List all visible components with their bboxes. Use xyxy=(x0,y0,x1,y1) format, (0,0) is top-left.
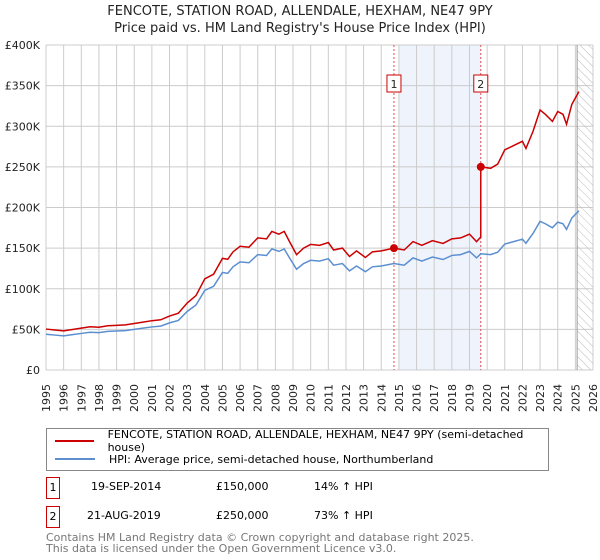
legend-item-property: FENCOTE, STATION ROAD, ALLENDALE, HEXHAM… xyxy=(55,428,548,454)
x-tick-label: 2001 xyxy=(146,384,159,412)
sale-row-1: 1 19-SEP-2014 £150,000 14% ↑ HPI xyxy=(46,477,546,499)
legend-item-hpi: HPI: Average price, semi-detached house,… xyxy=(55,451,433,467)
x-tick-label: 2006 xyxy=(234,384,247,412)
x-tick-label: 2003 xyxy=(181,384,194,412)
sale-price: £250,000 xyxy=(216,509,269,522)
price-chart: 1995 1996 1997 1998 1999 2000 2001 2002 2003 2004… xyxy=(5,39,600,412)
x-tick-label: 2019 xyxy=(463,384,476,412)
y-tick-label: £250K xyxy=(5,161,41,174)
footer-licence: This data is licensed under the Open Gov… xyxy=(46,542,397,555)
x-tick-label: 2020 xyxy=(481,384,494,412)
sale-price: £150,000 xyxy=(216,480,269,493)
y-tick-label: £200K xyxy=(5,202,41,215)
legend-label-property: FENCOTE, STATION ROAD, ALLENDALE, HEXHAM… xyxy=(107,428,524,454)
sale-row-2: 2 21-AUG-2019 £250,000 73% ↑ HPI xyxy=(46,506,546,528)
sale-label: 2 xyxy=(477,78,484,91)
sale-label-box xyxy=(473,74,489,93)
x-tick-label: 2013 xyxy=(358,384,371,412)
x-tick-label: 2018 xyxy=(446,384,459,412)
x-tick-label: 2010 xyxy=(305,384,318,412)
x-tick-label: 2026 xyxy=(587,384,600,412)
sale-label: 1 xyxy=(390,78,397,91)
legend-label-hpi: HPI: Average price, semi-detached house,… xyxy=(109,452,434,466)
x-tick-label: 2023 xyxy=(534,384,547,412)
x-tick-label: 1995 xyxy=(40,384,53,412)
forecast-hatched-region xyxy=(577,45,593,370)
y-tick-label: £0 xyxy=(26,364,40,377)
sale-point xyxy=(389,244,398,253)
x-tick-label: 2005 xyxy=(216,384,229,412)
x-tick-label: 2002 xyxy=(164,384,177,412)
x-tick-label: 1996 xyxy=(58,384,71,412)
x-tick-label: 2017 xyxy=(428,384,441,412)
x-tick-label: 2025 xyxy=(569,384,582,412)
x-tick-label: 2007 xyxy=(252,384,265,412)
x-tick-label: 2008 xyxy=(269,384,282,412)
x-tick-label: 2004 xyxy=(199,384,212,412)
x-tick-label: 2021 xyxy=(499,384,512,412)
x-tick-label: 2012 xyxy=(340,384,353,412)
sale-badge: 2 xyxy=(46,506,60,528)
legend-line-blue xyxy=(55,458,95,460)
x-tick-label: 2015 xyxy=(393,384,406,412)
x-tick-label: 2000 xyxy=(128,384,141,412)
sale-label-box xyxy=(386,74,402,93)
y-tick-label: £100K xyxy=(5,283,41,296)
x-tick-label: 2022 xyxy=(516,384,529,412)
x-tick-label: 1999 xyxy=(111,384,124,412)
chart-subtitle: Price paid vs. HM Land Registry's House … xyxy=(114,21,486,36)
legend-line-red xyxy=(55,440,94,442)
x-tick-label: 2024 xyxy=(552,384,565,412)
hpi-line xyxy=(45,210,580,337)
sale-badge: 1 xyxy=(46,477,60,499)
y-tick-label: £400K xyxy=(5,39,41,52)
x-tick-label: 1998 xyxy=(93,384,106,412)
chart-title: FENCOTE, STATION ROAD, ALLENDALE, HEXHAM… xyxy=(107,4,493,19)
y-tick-label: £150K xyxy=(5,242,41,255)
x-tick-label: 2011 xyxy=(322,384,335,412)
sale-date: 21-AUG-2019 xyxy=(87,509,161,522)
sale-date: 19-SEP-2014 xyxy=(91,480,162,493)
x-tick-label: 2016 xyxy=(411,384,424,412)
y-tick-label: £350K xyxy=(5,80,41,93)
y-tick-label: £300K xyxy=(5,120,41,133)
sale-hpi-delta: 73% ↑ HPI xyxy=(314,509,373,522)
x-tick-label: 1997 xyxy=(75,384,88,412)
legend: FENCOTE, STATION ROAD, ALLENDALE, HEXHAM… xyxy=(46,428,549,471)
x-tick-label: 2009 xyxy=(287,384,300,412)
sale-hpi-delta: 14% ↑ HPI xyxy=(314,480,373,493)
x-tick-label: 2014 xyxy=(375,384,388,412)
y-tick-label: £50K xyxy=(12,323,41,336)
sale-point xyxy=(476,162,485,171)
property-price-line xyxy=(45,91,580,332)
footer-copyright: Contains HM Land Registry data © Crown c… xyxy=(46,531,474,544)
